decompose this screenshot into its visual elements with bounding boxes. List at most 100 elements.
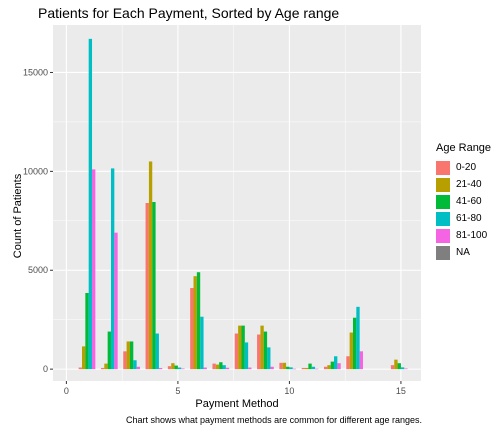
bar-41-60-pm-6 xyxy=(197,272,200,369)
bar-61-80-pm-6 xyxy=(200,317,203,369)
bar-81-100-pm-11 xyxy=(315,369,318,370)
y-tick-label: 5000 xyxy=(28,265,48,275)
bar-0-20-pm-1 xyxy=(79,368,82,370)
legend-swatch xyxy=(436,229,450,243)
bar-81-100-pm-1 xyxy=(92,169,95,369)
bar-81-100-pm-6 xyxy=(204,368,207,370)
bar-81-100-pm-9 xyxy=(270,367,273,369)
legend-item: 81-100 xyxy=(436,227,491,244)
x-tick-label: 15 xyxy=(396,386,406,396)
legend-label: 21-40 xyxy=(456,179,482,190)
legend-swatch xyxy=(436,195,450,209)
bar-21-40-pm-12 xyxy=(327,365,330,369)
legend-swatch xyxy=(436,161,450,175)
x-tick-label: 5 xyxy=(175,386,180,396)
bar-0-20-pm-10 xyxy=(279,363,282,369)
bar-0-20-pm-9 xyxy=(257,335,260,370)
bar-81-100-pm-15 xyxy=(404,369,407,370)
bar-21-40-pm-7 xyxy=(216,365,219,370)
bar-0-20-pm-6 xyxy=(190,288,193,369)
bar-21-40-pm-9 xyxy=(260,326,263,370)
bar-21-40-pm-4 xyxy=(149,161,152,369)
bar-21-40-pm-2 xyxy=(104,364,107,370)
bar-61-80-pm-5 xyxy=(178,368,181,370)
bar-0-20-pm-5 xyxy=(168,366,171,369)
bar-21-40-pm-3 xyxy=(127,341,130,369)
plot-panel xyxy=(53,25,421,381)
bar-61-80-pm-15 xyxy=(401,367,404,369)
legend-title: Age Range xyxy=(436,142,491,154)
bar-41-60-pm-7 xyxy=(219,362,222,369)
bar-41-60-pm-13 xyxy=(353,318,356,369)
bar-41-60-pm-8 xyxy=(241,326,244,370)
legend-item: 21-40 xyxy=(436,176,491,193)
bar-0-20-pm-15 xyxy=(391,365,394,369)
bar-61-80-pm-10 xyxy=(289,367,292,369)
bar-21-40-pm-8 xyxy=(238,326,241,370)
bar-41-60-pm-10 xyxy=(286,367,289,369)
legend-item: 61-80 xyxy=(436,210,491,227)
legend-swatch xyxy=(436,246,450,260)
bar-41-60-pm-2 xyxy=(108,332,111,370)
y-tick-label: 15000 xyxy=(23,67,48,77)
bar-21-40-pm-13 xyxy=(350,333,353,370)
bar-41-60-pm-1 xyxy=(85,293,88,369)
legend-label: 0-20 xyxy=(456,162,476,173)
bar-61-80-pm-12 xyxy=(334,356,337,369)
bar-41-60-pm-12 xyxy=(331,362,334,370)
bar-41-60-pm-9 xyxy=(264,332,267,370)
bar-41-60-pm-15 xyxy=(398,363,401,369)
bar-0-20-pm-2 xyxy=(101,368,104,369)
bar-61-80-pm-2 xyxy=(111,168,114,369)
bar-81-100-pm-5 xyxy=(181,369,184,370)
bar-0-20-pm-13 xyxy=(346,356,349,369)
bar-21-40-pm-5 xyxy=(171,363,174,369)
bar-41-60-pm-3 xyxy=(130,341,133,369)
legend-swatch xyxy=(436,178,450,192)
bar-41-60-pm-11 xyxy=(308,364,311,370)
bar-21-40-pm-15 xyxy=(394,360,397,369)
legend-label: 81-100 xyxy=(456,230,487,241)
bar-81-100-pm-4 xyxy=(159,368,162,369)
bar-61-80-pm-4 xyxy=(156,334,159,370)
y-tick-label: 10000 xyxy=(23,166,48,176)
legend: Age Range 0-20 21-40 41-60 61-80 81-100 NA xyxy=(436,142,491,261)
y-tick-label: 0 xyxy=(43,364,48,374)
bar-61-80-pm-3 xyxy=(133,360,136,369)
bar-81-100-pm-10 xyxy=(293,369,296,370)
legend-label: 41-60 xyxy=(456,196,482,207)
bar-61-80-pm-11 xyxy=(312,367,315,369)
bar-21-40-pm-1 xyxy=(82,346,85,369)
bar-81-100-pm-3 xyxy=(137,367,140,369)
x-tick-label: 0 xyxy=(64,386,69,396)
bar-0-20-pm-4 xyxy=(146,203,149,369)
legend-item: 0-20 xyxy=(436,159,491,176)
legend-label: 61-80 xyxy=(456,213,482,224)
bar-81-100-pm-13 xyxy=(360,351,363,369)
bar-81-100-pm-2 xyxy=(114,233,117,369)
legend-label: NA xyxy=(456,247,470,258)
bar-81-100-pm-12 xyxy=(337,363,340,369)
bar-61-80-pm-9 xyxy=(267,347,270,369)
bar-0-20-pm-8 xyxy=(235,334,238,370)
bar-41-60-pm-5 xyxy=(175,366,178,370)
bar-21-40-pm-10 xyxy=(283,363,286,369)
legend-items: 0-20 21-40 41-60 61-80 81-100 NA xyxy=(436,159,491,261)
bar-21-40-pm-6 xyxy=(194,276,197,369)
bar-0-20-pm-3 xyxy=(123,351,126,369)
bar-21-40-pm-11 xyxy=(305,368,308,369)
bar-0-20-pm-7 xyxy=(212,364,215,370)
bar-81-100-pm-8 xyxy=(248,368,251,370)
legend-item: 41-60 xyxy=(436,193,491,210)
bar-61-80-pm-8 xyxy=(245,342,248,369)
x-tick-label: 10 xyxy=(284,386,294,396)
bar-61-80-pm-13 xyxy=(356,307,359,369)
bar-81-100-pm-7 xyxy=(226,368,229,369)
legend-swatch xyxy=(436,212,450,226)
legend-item: NA xyxy=(436,244,491,261)
bar-0-20-pm-12 xyxy=(324,367,327,369)
bar-61-80-pm-1 xyxy=(89,39,92,369)
bar-41-60-pm-4 xyxy=(152,202,155,369)
bar-0-20-pm-11 xyxy=(302,368,305,369)
